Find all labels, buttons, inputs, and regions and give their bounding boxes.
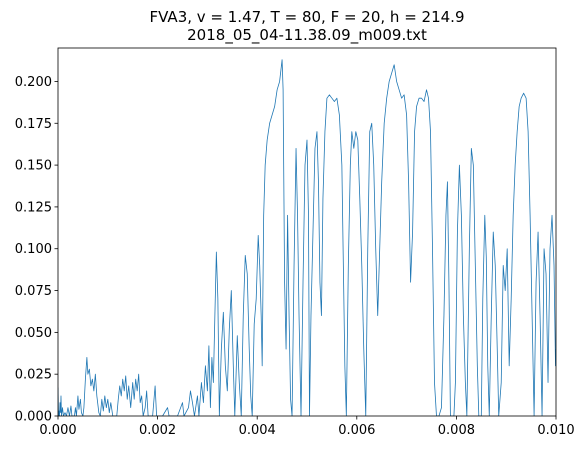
y-tick-label: 0.150 xyxy=(15,159,52,174)
y-tick-label: 0.100 xyxy=(15,242,52,257)
y-tick-label: 0.125 xyxy=(15,200,52,215)
y-tick-label: 0.000 xyxy=(15,410,52,425)
y-tick-label: 0.200 xyxy=(15,75,52,90)
x-tick-label: 0.002 xyxy=(139,423,176,438)
y-tick-label: 0.050 xyxy=(15,326,52,341)
x-tick-label: 0.000 xyxy=(39,423,76,438)
x-tick-label: 0.006 xyxy=(338,423,375,438)
x-tick-label: 0.008 xyxy=(438,423,475,438)
chart-subtitle: 2018_05_04-11.38.09_m009.txt xyxy=(187,26,427,45)
y-tick-label: 0.025 xyxy=(15,368,52,383)
x-tick-label: 0.010 xyxy=(537,423,574,438)
chart-title: FVA3, v = 1.47, T = 80, F = 20, h = 214.… xyxy=(150,8,465,26)
x-tick-label: 0.004 xyxy=(239,423,276,438)
data-line xyxy=(58,59,556,416)
y-tick-label: 0.075 xyxy=(15,284,52,299)
axes-frame xyxy=(57,47,557,417)
y-tick-label: 0.175 xyxy=(15,117,52,132)
